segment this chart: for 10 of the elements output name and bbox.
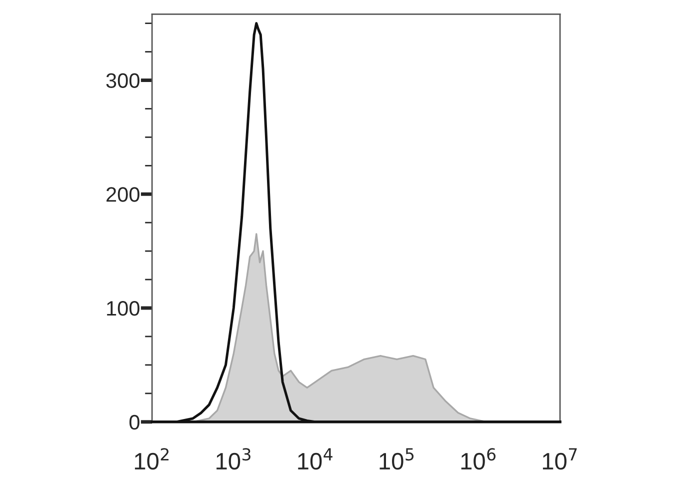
y-tick-label: 0 <box>129 414 140 430</box>
x-tick-label: 10$^{5}$ <box>380 448 414 470</box>
x-tick-label: 10$^{2}$ <box>134 448 169 470</box>
x-tick-label: 10$^{3}$ <box>216 448 250 470</box>
x-tick-label: 10$^{7}$ <box>542 448 577 470</box>
x-tick-label: 10$^{6}$ <box>461 448 496 470</box>
x-tick-label: 10$^{4}$ <box>298 448 332 470</box>
y-tick-label: 300 <box>106 73 140 88</box>
y-tick-label: 100 <box>107 301 140 316</box>
y-tick-label: 200 <box>106 187 140 202</box>
